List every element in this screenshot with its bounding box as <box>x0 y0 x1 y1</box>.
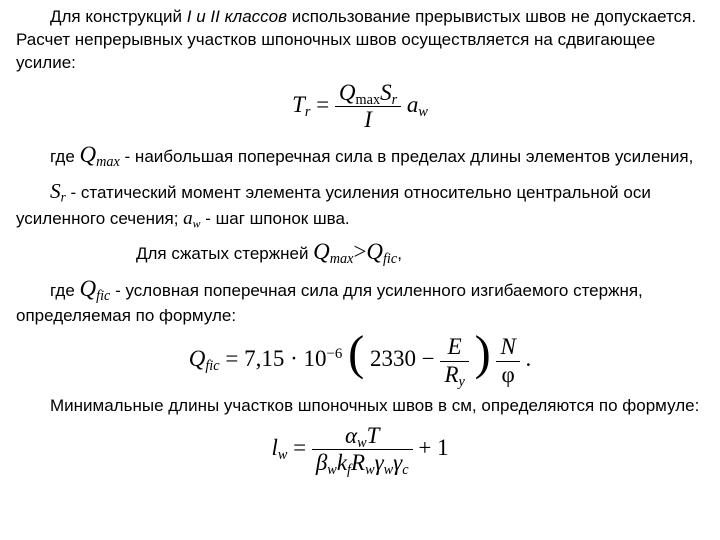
sym-Qmax-2: Qmax <box>313 239 353 264</box>
text: - шаг шпонок шва. <box>201 209 350 228</box>
eq2-lhs: Qfic <box>189 346 220 371</box>
classes-italic: I и II классов <box>187 7 287 26</box>
formula-lw: lw = αwT βwkfRwγwγc + 1 <box>16 424 704 475</box>
text: Для конструкций <box>50 7 187 26</box>
eq2-const: 2330 <box>370 346 416 371</box>
paragraph-qmax: где Qmax - наибольшая поперечная сила в … <box>16 140 704 171</box>
text: - наибольшая поперечная сила в пределах … <box>120 147 694 166</box>
text: Для сжатых стержней <box>136 244 313 263</box>
formula-qfic: Qfic = 7,15 · 10−6 ( 2330 − E Ry ) N φ . <box>16 334 704 386</box>
sym-aw: aw <box>183 208 200 229</box>
eq-tail: aw <box>407 92 428 117</box>
eq2-equals: = <box>225 346 244 371</box>
paragraph-intro: Для конструкций I и II классов использов… <box>16 6 704 75</box>
eq-lhs: Tr <box>292 92 310 117</box>
sym-Qfic-2: Qfic <box>80 276 111 301</box>
eq2-frac-Nphi: N φ <box>496 335 519 386</box>
eq3-fraction: αwT βwkfRwγwγc <box>312 424 413 475</box>
sym-Sr: Sr <box>50 179 66 203</box>
eq3-equals: = <box>293 435 312 460</box>
eq2-period: . <box>526 346 532 371</box>
paragraph-min-length: Минимальные длины участков шпоночных шво… <box>16 395 704 418</box>
text: , <box>397 244 402 263</box>
sym-gt: > <box>353 239 366 264</box>
eq3-lhs: lw <box>271 435 287 460</box>
formula-shear-force: Tr = QmaxSr I aw <box>16 81 704 132</box>
paragraph-qfic-def: где Qfic - условная поперечная сила для … <box>16 274 704 328</box>
eq3-one: 1 <box>437 435 449 460</box>
paragraph-compressed: Для сжатых стержней Qmax>Qfic, <box>16 237 704 268</box>
eq2-dot: · <box>290 346 298 371</box>
rparen-icon: ) <box>475 337 491 371</box>
paragraph-sr-aw: Sr - статический момент элемента усилени… <box>16 177 704 231</box>
eq2-minus: − <box>422 346 441 371</box>
sym-Qfic: Qfic <box>366 239 397 264</box>
eq3-plus: + <box>418 435 437 460</box>
text: где <box>50 147 80 166</box>
text: где <box>50 281 80 300</box>
eq-equals: = <box>316 92 335 117</box>
sym-Qmax: Qmax <box>80 142 120 167</box>
eq-fraction: QmaxSr I <box>335 81 401 132</box>
eq2-ten: 10−6 <box>303 346 342 371</box>
eq2-frac-ERy: E Ry <box>440 335 468 386</box>
eq2-coef: 7,15 <box>244 346 284 371</box>
lparen-icon: ( <box>348 337 364 371</box>
